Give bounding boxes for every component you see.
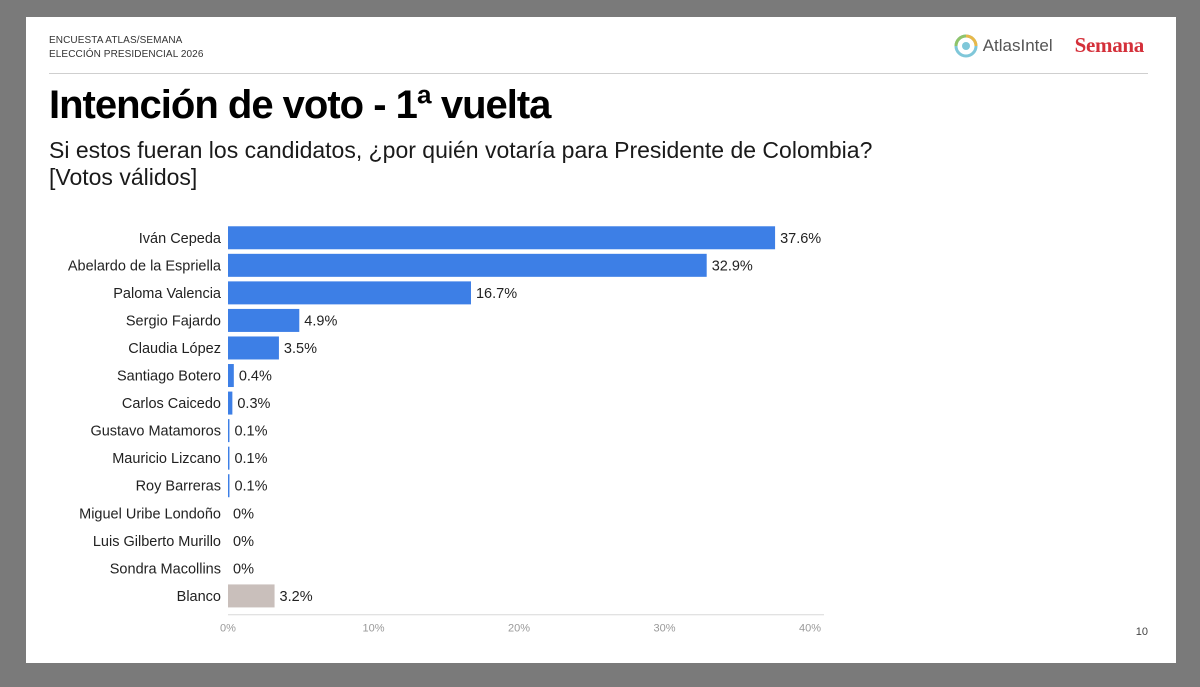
- category-label: Blanco: [177, 589, 221, 605]
- value-label: 0.1%: [234, 451, 267, 467]
- survey-name: ENCUESTA ATLAS/SEMANA: [49, 35, 183, 46]
- bar: [228, 226, 776, 250]
- page-subtitle: Si estos fueran los candidatos, ¿por qui…: [49, 137, 1049, 191]
- x-tick-label: 20%: [508, 623, 530, 635]
- category-label: Iván Cepeda: [139, 231, 222, 247]
- atlasintel-logo-icon: [954, 34, 978, 57]
- value-label: 0.3%: [237, 396, 270, 412]
- slide: ENCUESTA ATLAS/SEMANA ELECCIÓN PRESIDENC…: [26, 17, 1176, 663]
- header-divider: [49, 73, 1148, 74]
- value-label: 0.1%: [234, 424, 267, 440]
- category-label: Sondra Macollins: [110, 561, 221, 577]
- value-label: 0.4%: [239, 369, 272, 385]
- x-tick-label: 0%: [220, 623, 236, 635]
- semana-logo: Semana: [1074, 33, 1145, 57]
- category-label: Paloma Valencia: [113, 286, 222, 302]
- x-tick-label: 40%: [799, 623, 821, 635]
- page-title: Intención de voto - 1ª vuelta: [49, 83, 551, 127]
- category-label: Carlos Caicedo: [122, 396, 221, 412]
- bar: [228, 474, 230, 498]
- value-label: 0.1%: [234, 479, 267, 495]
- bar: [228, 308, 300, 332]
- bar: [228, 419, 230, 443]
- bar: [228, 584, 275, 608]
- category-label: Luis Gilberto Murillo: [93, 534, 221, 550]
- value-label: 4.9%: [304, 313, 337, 329]
- bar: [228, 364, 234, 388]
- bar: [228, 446, 230, 470]
- category-label: Claudia López: [128, 341, 221, 357]
- bar: [228, 281, 471, 305]
- atlasintel-logo-text: AtlasIntel: [982, 35, 1053, 55]
- value-label: 0%: [233, 561, 254, 577]
- value-label: 32.9%: [712, 258, 753, 274]
- election-name: ELECCIÓN PRESIDENCIAL 2026: [49, 49, 204, 60]
- value-label: 0%: [233, 506, 254, 522]
- category-label: Mauricio Lizcano: [112, 451, 221, 467]
- category-label: Abelardo de la Espriella: [68, 258, 222, 274]
- x-tick-label: 10%: [362, 623, 384, 635]
- value-label: 37.6%: [780, 231, 821, 247]
- bar: [228, 253, 707, 277]
- category-label: Roy Barreras: [136, 479, 221, 495]
- vote-intention-chart: Iván Cepeda 37.6% Abelardo de la Espriella…: [68, 226, 824, 635]
- category-label: Sergio Fajardo: [126, 313, 221, 329]
- bar: [228, 336, 279, 360]
- category-label: Miguel Uribe Londoño: [79, 506, 221, 522]
- page-number: 10: [1135, 626, 1148, 638]
- x-tick-label: 30%: [653, 623, 675, 635]
- category-label: Santiago Botero: [117, 369, 221, 385]
- survey-header: ENCUESTA ATLAS/SEMANA ELECCIÓN PRESIDENC…: [49, 34, 204, 62]
- value-label: 3.2%: [280, 589, 313, 605]
- bar: [228, 391, 233, 415]
- value-label: 16.7%: [476, 286, 517, 302]
- value-label: 3.5%: [284, 341, 317, 357]
- value-label: 0%: [233, 534, 254, 550]
- logos: AtlasIntel Semana: [954, 33, 1144, 58]
- subtitle-note: [Votos válidos]: [49, 164, 198, 190]
- category-label: Gustavo Matamoros: [90, 424, 221, 440]
- atlasintel-logo: AtlasIntel: [954, 34, 1053, 58]
- subtitle-question: Si estos fueran los candidatos, ¿por qui…: [49, 137, 873, 163]
